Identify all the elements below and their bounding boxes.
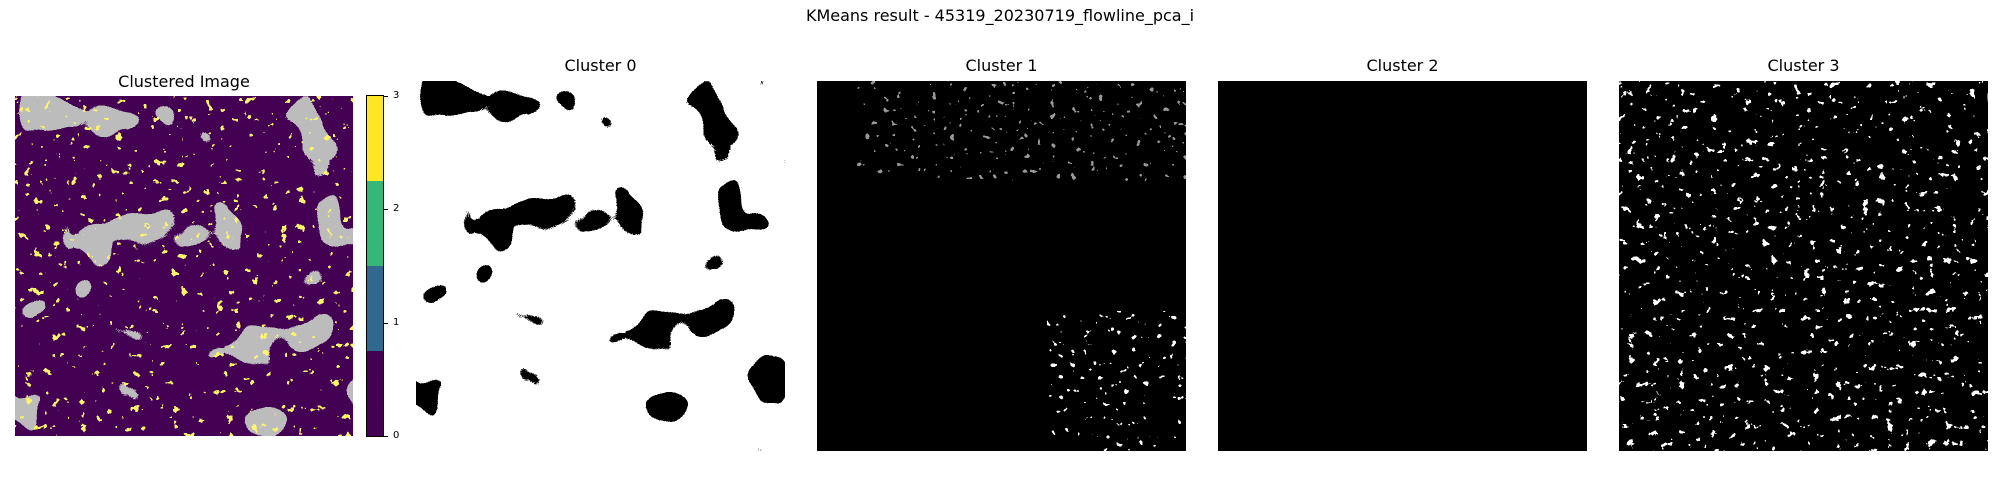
- panel-title-cluster-1: Cluster 1: [965, 56, 1038, 75]
- panel-title-cluster-3: Cluster 3: [1767, 56, 1840, 75]
- colorbar-segment-2: [367, 181, 383, 266]
- colorbar-segment-1: [367, 266, 383, 351]
- colorbar-tick-1: [384, 323, 388, 324]
- cluster-1-mask: [817, 81, 1186, 451]
- colorbar-tick-0: [384, 436, 388, 437]
- colorbar-label-2: 2: [393, 203, 400, 214]
- colorbar-label-1: 1: [393, 317, 400, 328]
- colorbar-segment-3: [367, 96, 383, 181]
- clustered-image-map: [15, 96, 353, 436]
- colorbar-segment-0: [367, 351, 383, 436]
- colorbar: [366, 95, 384, 437]
- panel-title-cluster-2: Cluster 2: [1366, 56, 1439, 75]
- cluster-3-mask: [1619, 81, 1988, 451]
- cluster-2-mask: [1218, 81, 1587, 451]
- figure-title: KMeans result - 45319_20230719_flowline_…: [805, 6, 1195, 25]
- colorbar-tick-2: [384, 209, 388, 210]
- colorbar-label-3: 3: [393, 90, 400, 101]
- panel-title-cluster-0: Cluster 0: [564, 56, 637, 75]
- colorbar-tick-3: [384, 96, 388, 97]
- cluster-0-mask: [416, 81, 785, 451]
- colorbar-label-0: 0: [393, 430, 400, 441]
- panel-title-clustered: Clustered Image: [118, 72, 250, 91]
